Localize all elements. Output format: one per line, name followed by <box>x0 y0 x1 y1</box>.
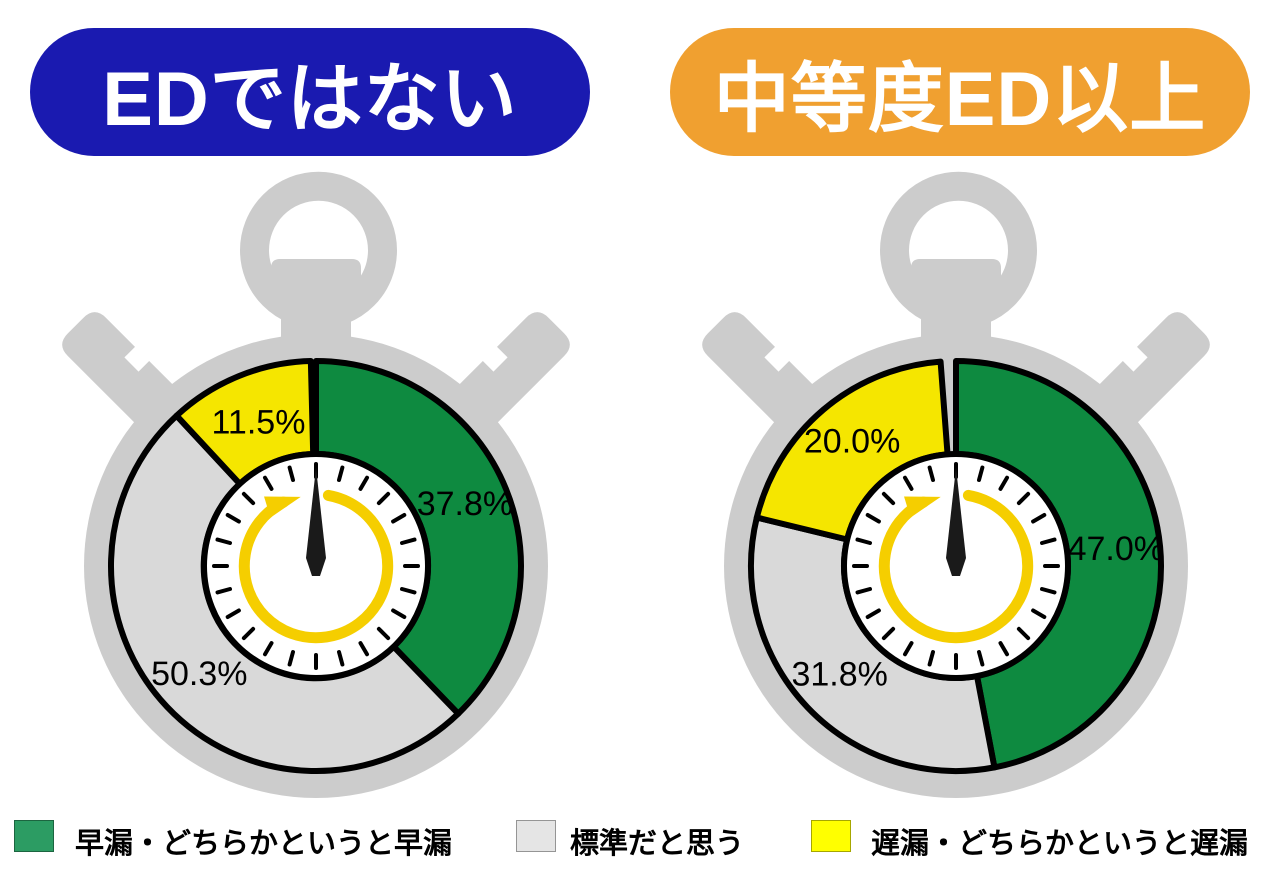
svg-text:20.0%: 20.0% <box>803 423 899 461</box>
svg-text:11.5%: 11.5% <box>211 404 305 442</box>
svg-text:47.0%: 47.0% <box>1067 530 1163 568</box>
svg-text:37.8%: 37.8% <box>416 485 512 523</box>
svg-text:31.8%: 31.8% <box>791 656 887 694</box>
svg-text:50.3%: 50.3% <box>151 655 247 693</box>
